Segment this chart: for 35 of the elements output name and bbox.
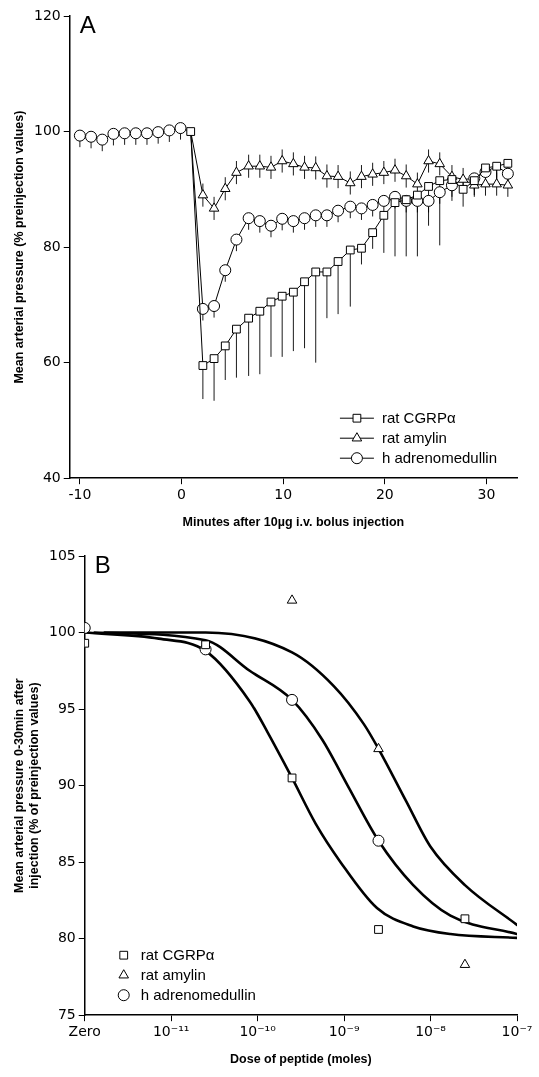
y-tick-label: 80 bbox=[57, 929, 76, 946]
x-tick-label: 20 bbox=[375, 486, 394, 503]
y-tick-label: 90 bbox=[57, 776, 76, 793]
y-axis-title: Mean arterial pressure (% preinjection values) bbox=[11, 110, 26, 384]
y-axis-title: Mean arterial pressure 0-30min after injection (% of preinjection values) bbox=[11, 678, 41, 893]
y-tick-label: 80 bbox=[42, 237, 61, 254]
x-tick-label: Zero bbox=[68, 1023, 101, 1040]
y-tick-label: 40 bbox=[42, 468, 61, 485]
y-tick-label: 120 bbox=[33, 6, 61, 23]
x-tick-label: 30 bbox=[477, 486, 496, 503]
legend-label: h adrenomedullin bbox=[381, 449, 497, 467]
legend-label: rat CGRPα bbox=[381, 409, 456, 427]
x-axis-title: Dose of peptide (moles) bbox=[230, 1051, 372, 1066]
x-tick-label: 10⁻¹¹ bbox=[152, 1023, 190, 1040]
y-tick-label: 85 bbox=[57, 852, 76, 869]
legend-label: rat CGRPα bbox=[140, 946, 215, 964]
y-tick-label: 100 bbox=[48, 623, 76, 640]
x-tick-label: 10⁻⁹ bbox=[328, 1023, 360, 1040]
x-tick-label: 10⁻⁷ bbox=[501, 1023, 533, 1040]
y-tick-label: 100 bbox=[33, 122, 61, 139]
y-tick-label: 105 bbox=[48, 546, 76, 563]
chart-title: A bbox=[79, 10, 96, 38]
y-tick-label: 95 bbox=[57, 699, 76, 716]
y-tick-label: 75 bbox=[57, 1005, 76, 1022]
x-tick-label: 10⁻⁸ bbox=[415, 1023, 447, 1040]
x-tick-label: 0 bbox=[177, 486, 186, 503]
x-tick-label: 10⁻¹⁰ bbox=[239, 1023, 277, 1040]
legend-label: h adrenomedullin bbox=[140, 986, 256, 1004]
x-tick-label: -10 bbox=[68, 486, 92, 503]
legend-label: rat amylin bbox=[381, 429, 447, 447]
legend-label: rat amylin bbox=[140, 966, 206, 984]
x-axis-title: Minutes after 10µg i.v. bolus injection bbox=[182, 514, 405, 529]
x-tick-label: 10 bbox=[274, 486, 293, 503]
y-tick-label: 60 bbox=[42, 353, 61, 370]
chart-title: B bbox=[94, 550, 111, 578]
